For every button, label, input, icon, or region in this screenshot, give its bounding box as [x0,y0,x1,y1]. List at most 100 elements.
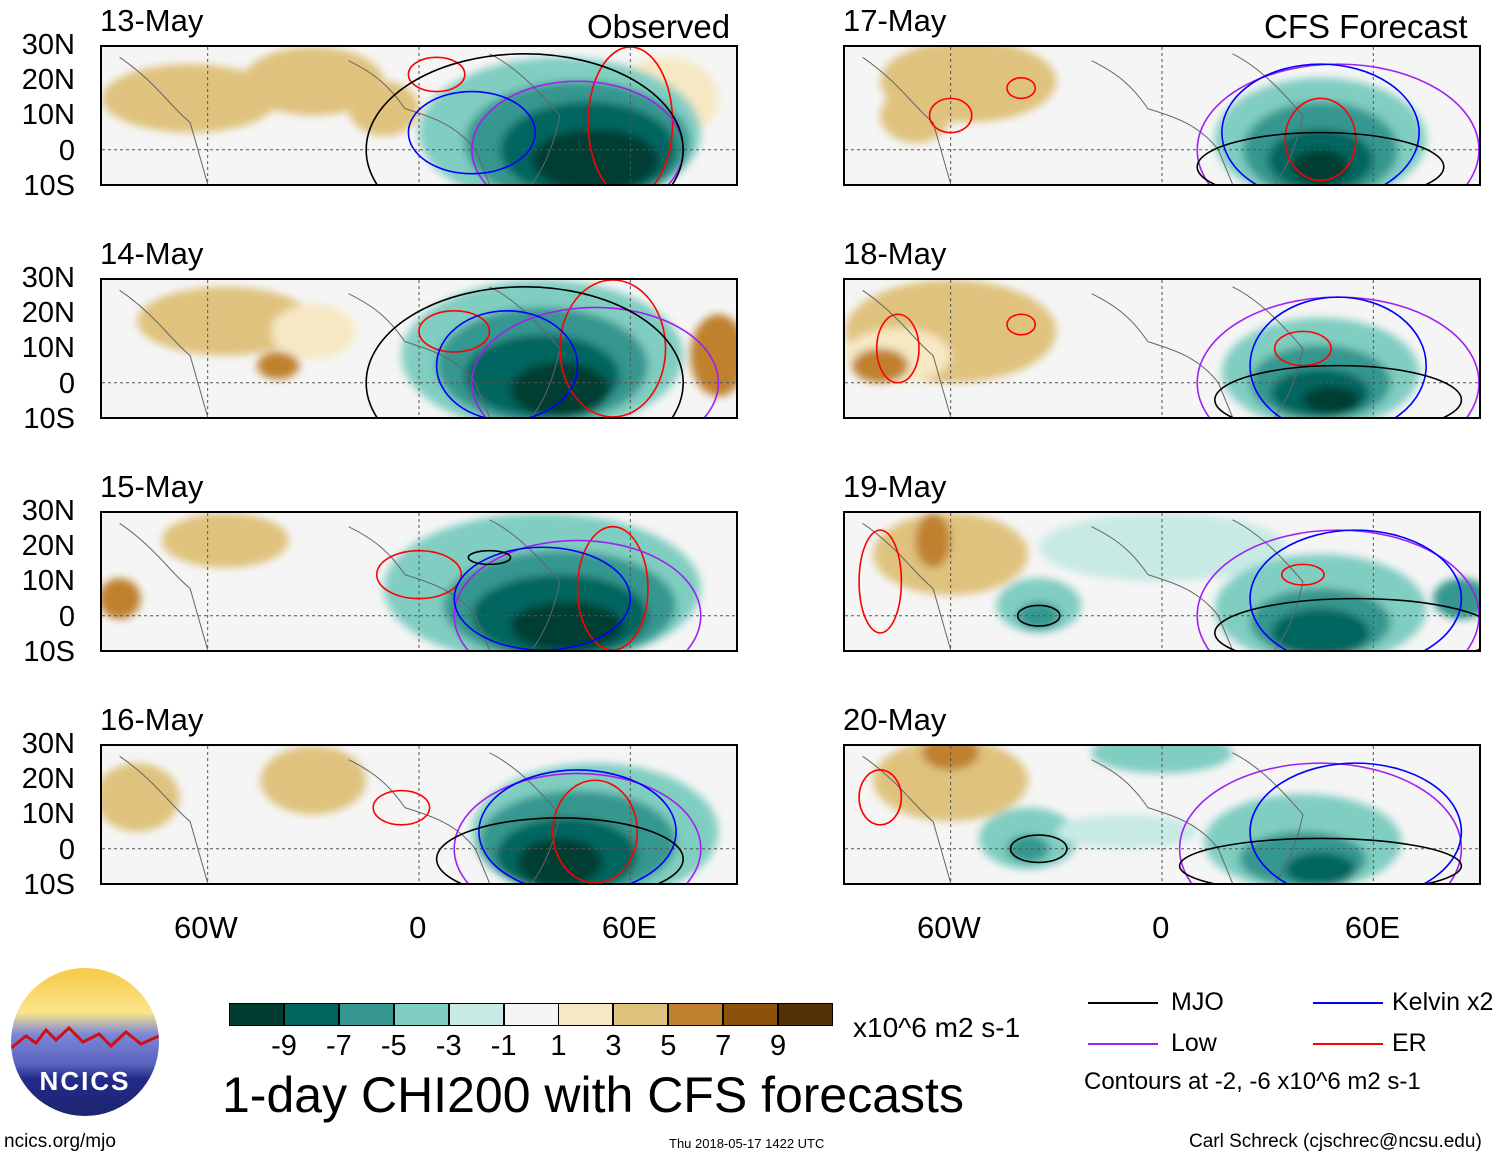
anomaly-region [510,602,624,650]
map-panel-19-May [843,511,1481,652]
colorbar-swatch [778,1003,833,1026]
footer-author: Carl Schreck (cjschrec@ncsu.edu) [1189,1131,1482,1152]
mjo-contour [1197,133,1444,184]
anomaly-region [1433,578,1479,620]
lat-tick-label: 30N [21,495,75,527]
map-panel-16-May [100,744,738,885]
legend-er-line [1313,1043,1383,1045]
panel-date: 18-May [843,236,947,271]
low-contour [454,540,701,650]
map-panel-18-May [843,278,1481,419]
colorbar-units: x10^6 m2 s-1 [853,1012,1021,1043]
colorbar-label: -1 [490,1030,517,1062]
map-panel-17-May [843,45,1481,186]
lat-tick-label: 0 [58,600,75,633]
colorbar-label: -7 [325,1030,352,1062]
lon-tick-label: 60W [917,910,981,945]
colorbar-swatch [338,1003,394,1026]
colorbar-swatch [613,1003,669,1026]
map-panel-14-May [100,278,738,419]
kelvin-contour [1250,530,1461,650]
panel-date: 17-May [843,3,947,38]
colorbar-label: 9 [770,1030,787,1062]
lat-tick-label: 0 [58,134,75,167]
map-panel-13-May [100,45,738,186]
map-panel-20-May [843,744,1481,885]
colorbar-swatch [393,1003,449,1026]
anomaly-region [256,351,300,380]
kelvin-contour [454,547,630,650]
er-contour [1007,78,1035,99]
kelvin-contour [1222,64,1419,184]
figure-title: 1-day CHI200 with CFS forecasts [222,1067,964,1123]
mjo-contour [1215,599,1479,650]
anomaly-region [531,129,659,184]
lat-tick-label: 10N [21,99,75,132]
colorbar-swatch [448,1003,504,1026]
low-contour [1197,64,1479,184]
mjo-contour [1018,605,1060,626]
lat-tick-label: 30N [21,29,75,61]
colorbar-label: 1 [550,1030,567,1062]
lon-tick-label: 0 [409,910,427,945]
mjo-contour [437,818,684,883]
colorbar-label: -9 [271,1030,297,1062]
anomaly-region [1271,608,1370,650]
lat-tick-label: 0 [58,367,75,400]
coastlines [120,520,560,650]
er-contour [859,530,901,633]
anomaly-region [161,513,289,568]
anomaly-region [271,303,356,359]
low-contour [1180,763,1462,883]
anomaly-region [137,286,314,356]
footer-timestamp: Thu 2018-05-17 1422 UTC [669,1136,825,1151]
colorbar-label: 7 [715,1030,732,1062]
anomaly-region [1292,149,1349,184]
anomaly-region [102,763,180,832]
anomaly-region [102,578,141,620]
er-contour [1282,564,1324,585]
lat-tick-label: 20N [21,763,75,796]
lon-tick-label: 0 [1152,910,1170,945]
low-contour [454,773,701,883]
colorbar-label: -3 [435,1030,462,1062]
colorbar-swatch [283,1003,339,1026]
coastlines [120,54,560,184]
colorbar-swatch [503,1003,559,1026]
legend-mjo-line [1088,1002,1158,1004]
anomaly-region [510,362,610,417]
map-panel-15-May [100,511,738,652]
anomaly-region [102,64,279,133]
er-contour [1275,331,1331,365]
legend-mjo: MJO [1171,988,1224,1016]
er-contour [560,280,666,417]
coastlines [863,287,1303,417]
lat-tick-label: 0 [58,833,75,866]
footer-url[interactable]: ncics.org/mjo [4,1131,116,1152]
kelvin-contour [437,311,578,417]
colorbar-label: 5 [660,1030,677,1062]
anomaly-region [1302,386,1360,414]
lat-tick-label: 10N [21,798,75,831]
kelvin-contour [1250,763,1461,883]
legend-er: ER [1392,1029,1427,1057]
kelvin-contour [408,92,535,174]
coastlines [863,753,1303,883]
lon-tick-label: 60W [174,910,238,945]
lat-tick-label: 20N [21,297,75,330]
er-contour [419,311,489,352]
anomaly-region [260,746,367,815]
forecast-label: CFS Forecast [1264,8,1468,45]
low-contour [472,307,719,417]
legend-low-line [1088,1043,1158,1045]
mjo-contour [366,287,683,417]
colorbar-swatch [558,1003,614,1026]
er-contour [588,47,673,184]
er-contour [408,57,464,91]
er-contour [1285,98,1355,180]
kelvin-contour [479,770,676,883]
legend-low: Low [1171,1029,1217,1057]
legend-contours-note: Contours at -2, -6 x10^6 m2 s-1 [1084,1068,1421,1095]
panel-date: 14-May [100,236,204,271]
panel-date: 19-May [843,469,947,504]
